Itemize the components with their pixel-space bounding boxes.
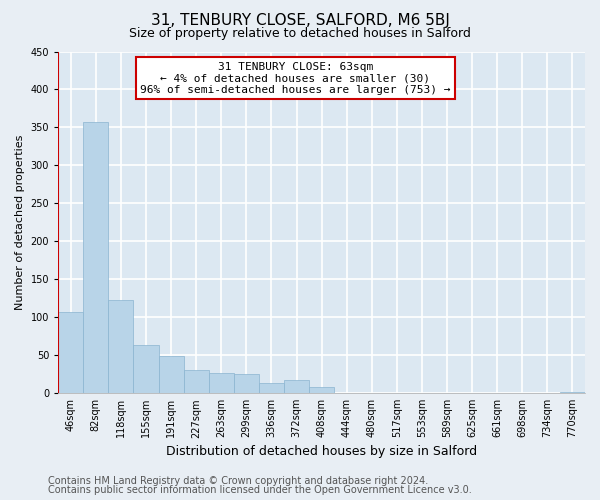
Bar: [259, 382, 284, 393]
Bar: [83, 122, 109, 393]
Y-axis label: Number of detached properties: Number of detached properties: [15, 134, 25, 310]
X-axis label: Distribution of detached houses by size in Salford: Distribution of detached houses by size …: [166, 444, 477, 458]
Bar: [284, 380, 309, 393]
Bar: [158, 356, 184, 393]
Bar: [309, 387, 334, 393]
Bar: [109, 300, 133, 393]
Bar: [560, 392, 585, 393]
Bar: [234, 374, 259, 393]
Text: Size of property relative to detached houses in Salford: Size of property relative to detached ho…: [129, 28, 471, 40]
Bar: [184, 370, 209, 393]
Text: 31 TENBURY CLOSE: 63sqm
← 4% of detached houses are smaller (30)
96% of semi-det: 31 TENBURY CLOSE: 63sqm ← 4% of detached…: [140, 62, 451, 95]
Bar: [58, 312, 83, 393]
Bar: [209, 374, 234, 393]
Text: Contains public sector information licensed under the Open Government Licence v3: Contains public sector information licen…: [48, 485, 472, 495]
Text: 31, TENBURY CLOSE, SALFORD, M6 5BJ: 31, TENBURY CLOSE, SALFORD, M6 5BJ: [151, 12, 449, 28]
Text: Contains HM Land Registry data © Crown copyright and database right 2024.: Contains HM Land Registry data © Crown c…: [48, 476, 428, 486]
Bar: [133, 346, 158, 393]
